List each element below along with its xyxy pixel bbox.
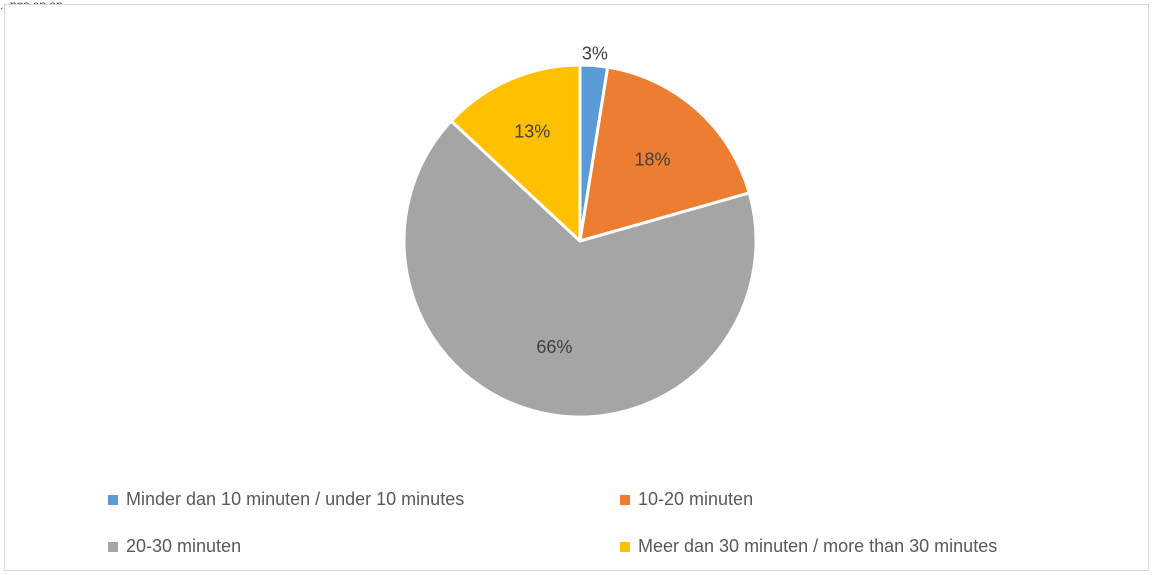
legend-label: Meer dan 30 minuten / more than 30 minut… [638, 536, 998, 556]
pie-label-20-30: 66% [536, 337, 572, 357]
pie-label-under-10: 3% [582, 43, 608, 63]
chart-legend: Minder dan 10 minuten / under 10 minutes… [108, 478, 1058, 568]
legend-label: 10-20 minuten [638, 489, 754, 509]
pie-label-10-20: 18% [634, 149, 670, 169]
pie-slice-over-30 [449, 63, 582, 243]
pie-slices [402, 63, 758, 419]
pie-slice-10-20 [578, 65, 751, 243]
legend-label: 20-30 minuten [126, 536, 242, 556]
legend-item-over-30: Meer dan 30 minuten / more than 30 minut… [620, 536, 997, 557]
legend-item-20-30: 20-30 minuten [108, 536, 241, 557]
legend-label: Minder dan 10 minuten / under 10 minutes [126, 489, 465, 509]
pie-label-over-30: 13% [514, 121, 550, 141]
pie-slice-20-30 [402, 119, 758, 419]
pie-slice-labels: 3% 18% 66% 13% [514, 43, 670, 357]
legend-item-under-10: Minder dan 10 minuten / under 10 minutes [108, 489, 464, 510]
legend-item-10-20: 10-20 minuten [620, 489, 753, 510]
legend-swatch-orange [620, 494, 630, 505]
legend-swatch-blue [108, 494, 118, 505]
legend-swatch-gray [108, 541, 118, 552]
legend-swatch-yellow [620, 541, 630, 552]
